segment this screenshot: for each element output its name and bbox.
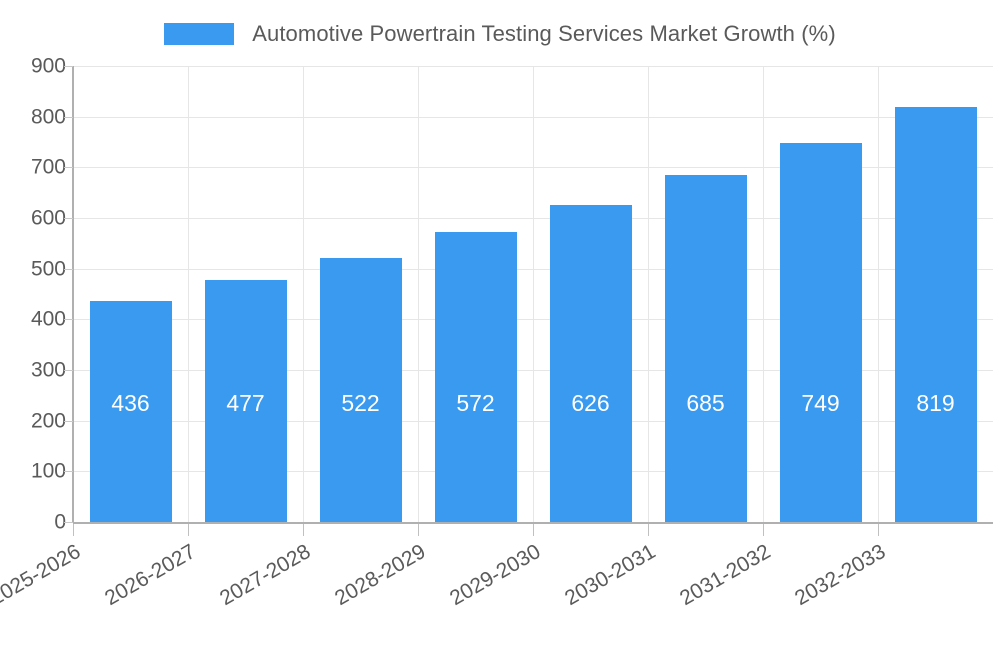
bar[interactable]: 626 xyxy=(549,204,632,522)
y-axis-tick-mark xyxy=(64,167,73,169)
bar-value-label: 685 xyxy=(686,390,725,416)
bar[interactable]: 819 xyxy=(894,107,977,522)
y-axis-tick-mark xyxy=(64,471,73,473)
y-axis-tick-label: 300 xyxy=(30,358,66,382)
y-axis-tick-label: 400 xyxy=(30,307,66,331)
x-axis-tick-mark xyxy=(303,524,304,536)
bar-value-label: 749 xyxy=(801,390,840,416)
gridline-vertical xyxy=(418,66,419,522)
y-axis-line xyxy=(72,66,74,523)
y-axis-tick-mark xyxy=(64,370,73,371)
bar[interactable]: 572 xyxy=(434,232,517,522)
y-axis-tick-mark xyxy=(64,268,73,270)
gridline-vertical xyxy=(648,66,649,522)
gridline-vertical xyxy=(878,66,879,522)
gridline-vertical xyxy=(188,66,189,522)
legend-series-label: Automotive Powertrain Testing Services M… xyxy=(252,21,836,46)
bar[interactable]: 522 xyxy=(319,257,402,522)
bar[interactable]: 436 xyxy=(89,301,172,522)
y-axis-tick-mark xyxy=(64,522,73,523)
y-axis-tick-mark xyxy=(64,319,73,321)
y-axis-ticks: 0 100 200 300 400 500 600 700 800 900 xyxy=(0,0,73,600)
y-axis-tick-label: 0 xyxy=(54,510,66,534)
legend-color-swatch[interactable] xyxy=(164,23,235,45)
y-axis-tick-label: 900 xyxy=(30,54,66,78)
bar-value-label: 819 xyxy=(916,390,955,416)
bar-value-label: 626 xyxy=(571,390,610,416)
x-axis-tick-mark xyxy=(533,524,534,536)
bar[interactable]: 749 xyxy=(779,142,862,522)
x-axis-line xyxy=(73,522,993,524)
bar-value-label: 436 xyxy=(111,390,150,416)
y-axis-tick-label: 100 xyxy=(30,459,66,483)
x-axis-tick-mark xyxy=(878,524,879,536)
y-axis-tick-mark xyxy=(64,116,73,118)
y-axis-tick-mark xyxy=(64,66,73,67)
y-axis-tick-label: 500 xyxy=(30,257,66,281)
bar-value-label: 572 xyxy=(456,390,495,416)
plot-area: 436 477 522 572 626 685 749 819 xyxy=(73,66,993,523)
bar[interactable]: 685 xyxy=(664,174,747,522)
y-axis-tick-label: 700 xyxy=(30,155,66,179)
bar-value-label: 477 xyxy=(226,390,265,416)
bar-value-label: 522 xyxy=(341,390,380,416)
x-axis-tick-mark xyxy=(188,524,189,536)
y-axis-tick-label: 600 xyxy=(30,206,66,230)
x-axis-tick-mark xyxy=(73,524,74,536)
x-axis-tick-mark xyxy=(763,524,764,536)
y-axis-tick-mark xyxy=(64,420,73,422)
y-axis-tick-label: 200 xyxy=(30,409,66,433)
gridline-vertical xyxy=(303,66,304,522)
y-axis-tick-mark xyxy=(64,218,73,219)
gridline-vertical xyxy=(533,66,534,522)
bar[interactable]: 477 xyxy=(204,280,287,522)
bar-chart: Automotive Powertrain Testing Services M… xyxy=(0,0,1000,611)
x-axis-tick-mark xyxy=(648,524,649,536)
y-axis-tick-label: 800 xyxy=(30,105,66,129)
gridline-vertical xyxy=(763,66,764,522)
chart-legend: Automotive Powertrain Testing Services M… xyxy=(0,14,1000,54)
x-axis-tick-mark xyxy=(418,524,419,536)
